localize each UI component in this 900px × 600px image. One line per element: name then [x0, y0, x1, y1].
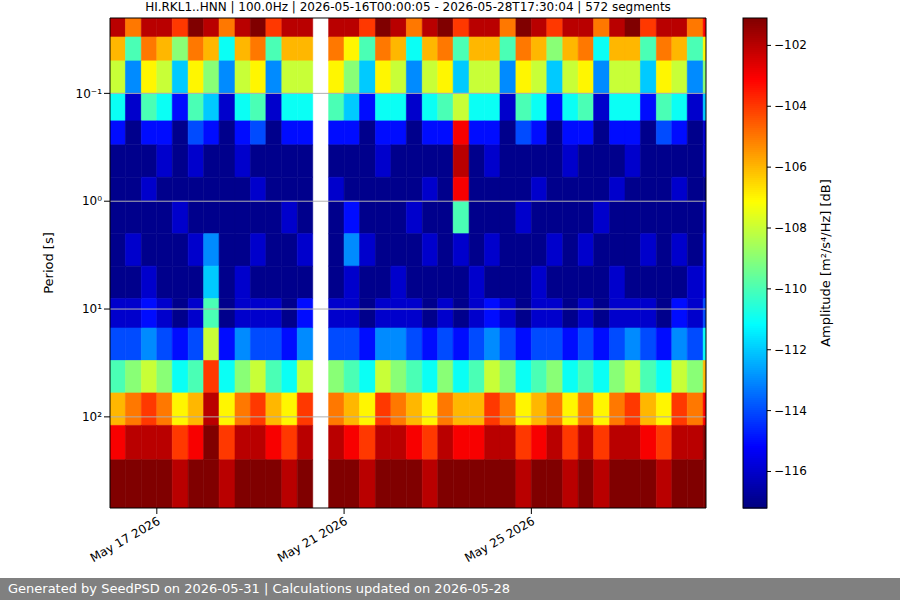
svg-text:May 25 2026: May 25 2026	[462, 514, 537, 565]
svg-text:−106: −106	[774, 160, 807, 174]
svg-text:10⁻¹: 10⁻¹	[76, 87, 103, 101]
svg-text:−102: −102	[774, 38, 807, 52]
svg-text:10¹: 10¹	[82, 302, 102, 316]
html-text:Generated by SeedPSD on 2026-0: Generated by SeedPSD on 2026-05-31 | Cal…	[8, 581, 510, 596]
svg-text:Period [s]: Period [s]	[41, 232, 56, 294]
svg-text:−108: −108	[774, 221, 807, 235]
svg-text:10⁰: 10⁰	[82, 194, 102, 208]
svg-text:−116: −116	[774, 464, 807, 478]
svg-text:May 17 2026: May 17 2026	[88, 514, 163, 565]
svg-text:−110: −110	[774, 282, 807, 296]
svg-text:−104: −104	[774, 99, 807, 113]
svg-text:10²: 10²	[82, 410, 102, 424]
svg-text:Amplitude [m²/s⁴/Hz] [dB]: Amplitude [m²/s⁴/Hz] [dB]	[818, 179, 833, 347]
svg-text:May 21 2026: May 21 2026	[275, 514, 350, 565]
html-text:HI.RKL1..HNN | 100.0Hz | 2026-: HI.RKL1..HNN | 100.0Hz | 2026-05-16T00:0…	[145, 0, 671, 14]
svg-text:−112: −112	[774, 343, 807, 357]
svg-text:−114: −114	[774, 404, 807, 418]
